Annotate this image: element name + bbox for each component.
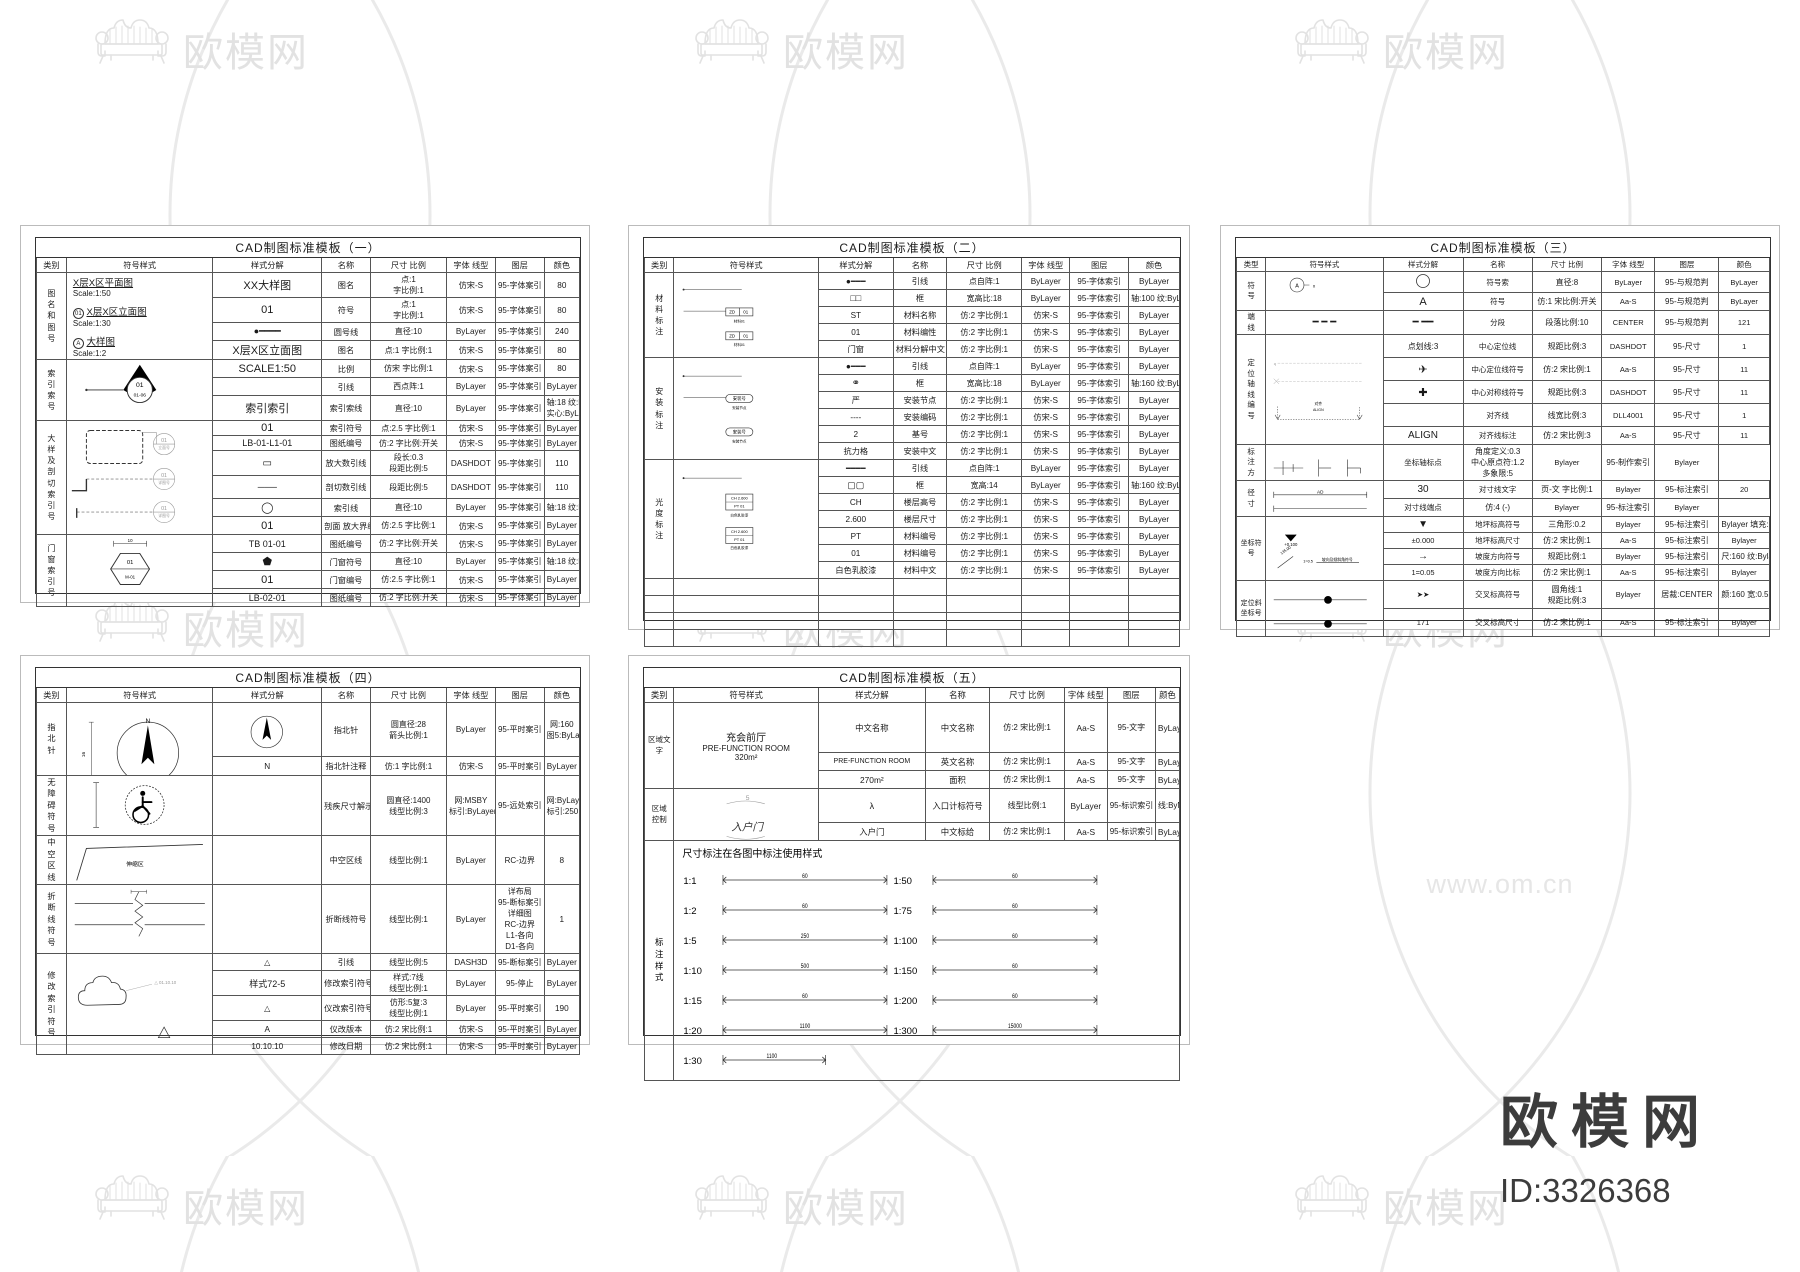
svg-text:5: 5 — [746, 795, 750, 802]
svg-text:01: 01 — [744, 333, 749, 338]
svg-text:详图号: 详图号 — [158, 480, 170, 485]
svg-text:15000: 15000 — [1008, 1023, 1022, 1030]
svg-text:01-06: 01-06 — [133, 393, 146, 399]
svg-text:135.00: 135.00 — [1280, 545, 1293, 556]
svg-text:伸缩区: 伸缩区 — [126, 860, 144, 868]
svg-text:PT 01: PT 01 — [735, 504, 746, 509]
svg-text:PT 01: PT 01 — [735, 537, 746, 542]
svg-text:1100: 1100 — [799, 1023, 810, 1030]
svg-text:入户门: 入户门 — [732, 822, 765, 834]
svg-text:CH 2.600: CH 2.600 — [731, 529, 749, 534]
svg-text:材料01: 材料01 — [734, 342, 745, 347]
svg-text:A: A — [1296, 283, 1300, 289]
svg-text:01: 01 — [744, 310, 749, 315]
svg-text:60: 60 — [1012, 873, 1018, 880]
svg-text:16: 16 — [81, 752, 87, 758]
svg-text:250: 250 — [800, 933, 808, 940]
svg-text:材料01: 材料01 — [734, 318, 745, 323]
svg-text:坡向及倾斜角符号: 坡向及倾斜角符号 — [1322, 557, 1353, 562]
svg-text:60: 60 — [1012, 993, 1018, 1000]
svg-text:01: 01 — [161, 438, 167, 444]
svg-text:安装号: 安装号 — [733, 395, 747, 402]
svg-text:CH 2.600: CH 2.600 — [731, 496, 749, 501]
svg-text:60: 60 — [802, 873, 808, 880]
svg-text:60: 60 — [1012, 963, 1018, 970]
svg-text:01: 01 — [127, 560, 133, 566]
svg-text:ZD: ZD — [730, 333, 736, 338]
svg-text:详图号: 详图号 — [158, 513, 170, 518]
svg-text:ZD: ZD — [730, 310, 736, 315]
svg-text:60: 60 — [802, 993, 808, 1000]
svg-text:1=0.5: 1=0.5 — [1304, 559, 1314, 564]
svg-text:x: x — [1313, 283, 1316, 288]
svg-text:60: 60 — [1012, 903, 1018, 910]
svg-text:AD: AD — [1317, 489, 1324, 494]
svg-text:ALIGN: ALIGN — [1313, 408, 1324, 412]
svg-text:q: q — [1274, 361, 1276, 366]
svg-text:白色乳胶漆: 白色乳胶漆 — [731, 545, 749, 550]
svg-text:安装节点: 安装节点 — [733, 438, 748, 443]
svg-text:01: 01 — [161, 473, 167, 479]
svg-text:白色乳胶漆: 白色乳胶漆 — [731, 512, 749, 517]
svg-text:M-01: M-01 — [125, 575, 136, 580]
svg-text:60: 60 — [1012, 933, 1018, 940]
svg-text:△ 01.10.10: △ 01.10.10 — [154, 981, 176, 986]
svg-text:安装节点: 安装节点 — [733, 405, 748, 410]
svg-text:60: 60 — [802, 903, 808, 910]
svg-text:10: 10 — [128, 538, 133, 543]
svg-text:1100: 1100 — [766, 1053, 777, 1060]
svg-text:对齐: 对齐 — [1315, 401, 1323, 406]
svg-text:N: N — [145, 718, 150, 725]
svg-text:安装号: 安装号 — [733, 429, 747, 436]
svg-text:立面号: 立面号 — [158, 445, 170, 450]
svg-text:500: 500 — [800, 963, 808, 970]
svg-text:01: 01 — [136, 382, 144, 389]
svg-text:01: 01 — [161, 506, 167, 512]
